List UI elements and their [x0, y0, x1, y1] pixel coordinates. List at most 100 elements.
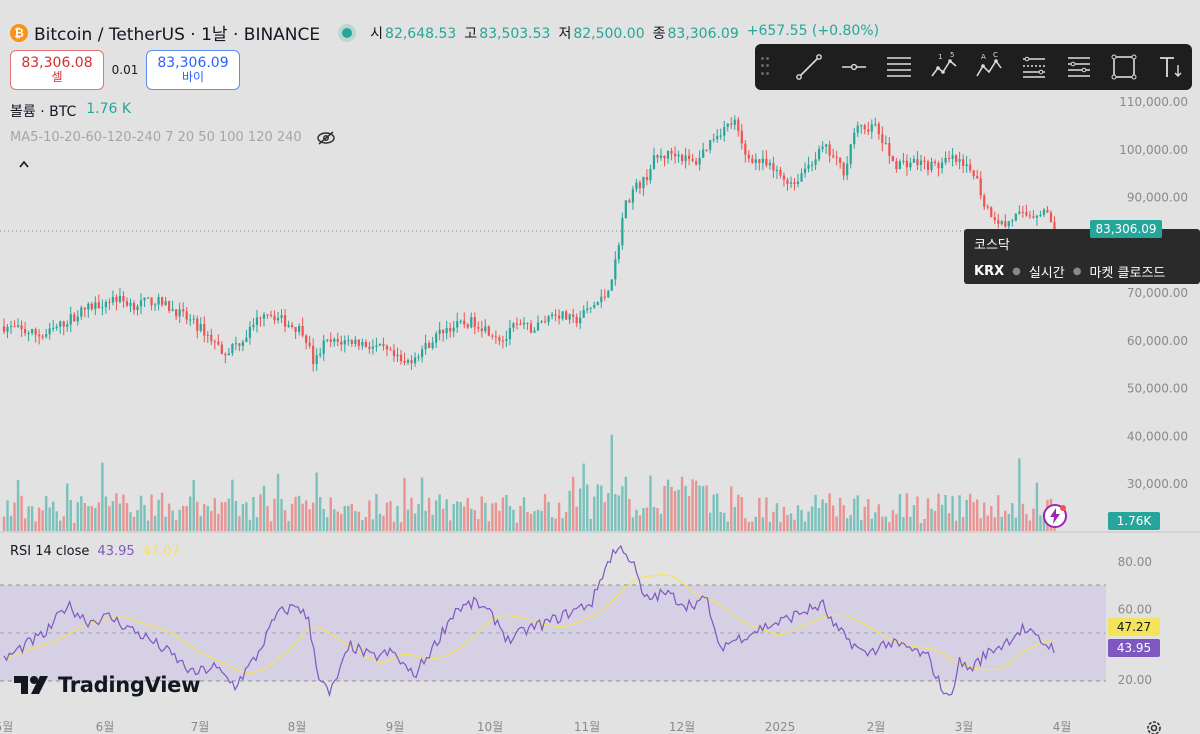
candle-body [796, 181, 800, 185]
volume-bar [178, 509, 181, 531]
text-tool[interactable] [1147, 49, 1192, 85]
candle-body [245, 337, 248, 342]
candle-body [670, 150, 673, 154]
volume-bar [1021, 503, 1025, 531]
volume-bar [90, 506, 94, 531]
volume-bar [150, 494, 153, 531]
last-price-badge: 83,306.09 [1090, 220, 1162, 238]
candle-body [958, 159, 961, 162]
candle-body [459, 320, 462, 322]
volume-bar [740, 497, 743, 531]
trend-line-tool[interactable] [787, 49, 832, 85]
volume-bar [438, 494, 441, 531]
volume-bar [501, 497, 505, 531]
volume-bar [1000, 516, 1003, 531]
candle-body [614, 259, 617, 280]
candle-body [607, 290, 610, 298]
candle-body [803, 168, 807, 174]
candle-body [522, 322, 526, 325]
candle-body [175, 309, 178, 317]
collapse-legend-icon[interactable] [18, 157, 30, 173]
sell-button[interactable]: 83,306.08 셀 [10, 50, 104, 90]
buy-button[interactable]: 83,306.09 바이 [146, 50, 240, 90]
candle-body [628, 200, 631, 203]
candle-body [768, 163, 772, 166]
volume-bar [139, 495, 143, 531]
candle-body [983, 195, 986, 207]
ma-legend[interactable]: MA5-10-20-60-120-240 7 20 50 100 120 240 [10, 130, 336, 145]
volume-bar [765, 497, 768, 531]
candle-body [793, 182, 796, 185]
volume-bar [276, 473, 280, 531]
svg-text:5: 5 [950, 52, 954, 59]
volume-bar [954, 520, 958, 531]
ma-label: MA5-10-20-60-120-240 7 20 50 100 120 240 [10, 130, 302, 145]
price-axis-label: 30,000.00 [1127, 477, 1188, 491]
symbol-title[interactable]: Bitcoin / TetherUS · 1날 · BINANCE [34, 25, 321, 45]
volume-bar [656, 508, 659, 531]
fib-extension-tool[interactable] [1057, 49, 1102, 85]
candle-body [45, 334, 48, 337]
text-tool-icon [1159, 57, 1182, 77]
eye-off-icon[interactable] [316, 130, 336, 145]
volume-bar [814, 495, 817, 531]
drag-handle-icon[interactable] [761, 57, 773, 77]
rsi-legend[interactable]: RSI 14 close 43.95 47.07 [10, 544, 180, 559]
time-axis-label: 2월 [867, 720, 886, 734]
fib-extension-icon [1068, 57, 1091, 77]
candle-body [807, 164, 810, 169]
candle-body [203, 324, 206, 336]
volume-bar [287, 521, 290, 531]
volume-bar [315, 472, 318, 531]
candle-body [396, 354, 399, 357]
volume-bar [652, 506, 656, 531]
candle-body [484, 326, 487, 332]
horizontal-ray-icon [842, 63, 867, 71]
volume-value: 1.76 K [86, 101, 132, 117]
volume-bar [210, 511, 213, 531]
parallel-channel-tool[interactable] [877, 49, 922, 85]
candle-body [438, 329, 441, 334]
lightning-icon[interactable] [1042, 503, 1068, 529]
volume-legend[interactable]: 볼륨 · BTC 1.76 K [10, 101, 131, 121]
candle-body [1049, 212, 1053, 223]
candle-body [287, 324, 290, 327]
fib-retracement-tool[interactable] [1012, 49, 1057, 85]
volume-bar [621, 486, 624, 531]
candle-body [508, 327, 512, 340]
volume-bar [456, 501, 459, 531]
volume-bar [807, 511, 810, 531]
horizontal-ray-tool[interactable] [832, 49, 877, 85]
volume-bar [354, 511, 357, 531]
time-axis-label: 10월 [477, 720, 503, 734]
candle-body [719, 135, 722, 137]
candle-body [48, 328, 51, 335]
volume-bar [772, 511, 775, 531]
candle-body [1025, 212, 1028, 216]
candle-body [16, 325, 20, 327]
candle-body [923, 160, 926, 162]
candle-body [726, 123, 729, 127]
market-status-dot[interactable] [342, 27, 353, 38]
tradingview-logo[interactable]: TradingView [14, 673, 200, 697]
gear-icon[interactable] [1144, 718, 1164, 734]
candle-body [305, 335, 308, 343]
candle-body [473, 317, 476, 328]
rectangle-tool[interactable] [1102, 49, 1147, 85]
rsi-line [3, 544, 1055, 698]
candle-body [1035, 216, 1039, 218]
high-label: 고 [464, 25, 478, 42]
candle-body [782, 175, 786, 180]
candle-body [389, 349, 392, 351]
candle-body [406, 360, 410, 363]
volume-bar [670, 486, 673, 531]
volume-bar [842, 505, 845, 531]
volume-bar [378, 513, 382, 531]
volume-bar [716, 493, 719, 531]
volume-bar [603, 502, 606, 531]
candle-body [684, 155, 687, 162]
candle-body [248, 326, 252, 338]
